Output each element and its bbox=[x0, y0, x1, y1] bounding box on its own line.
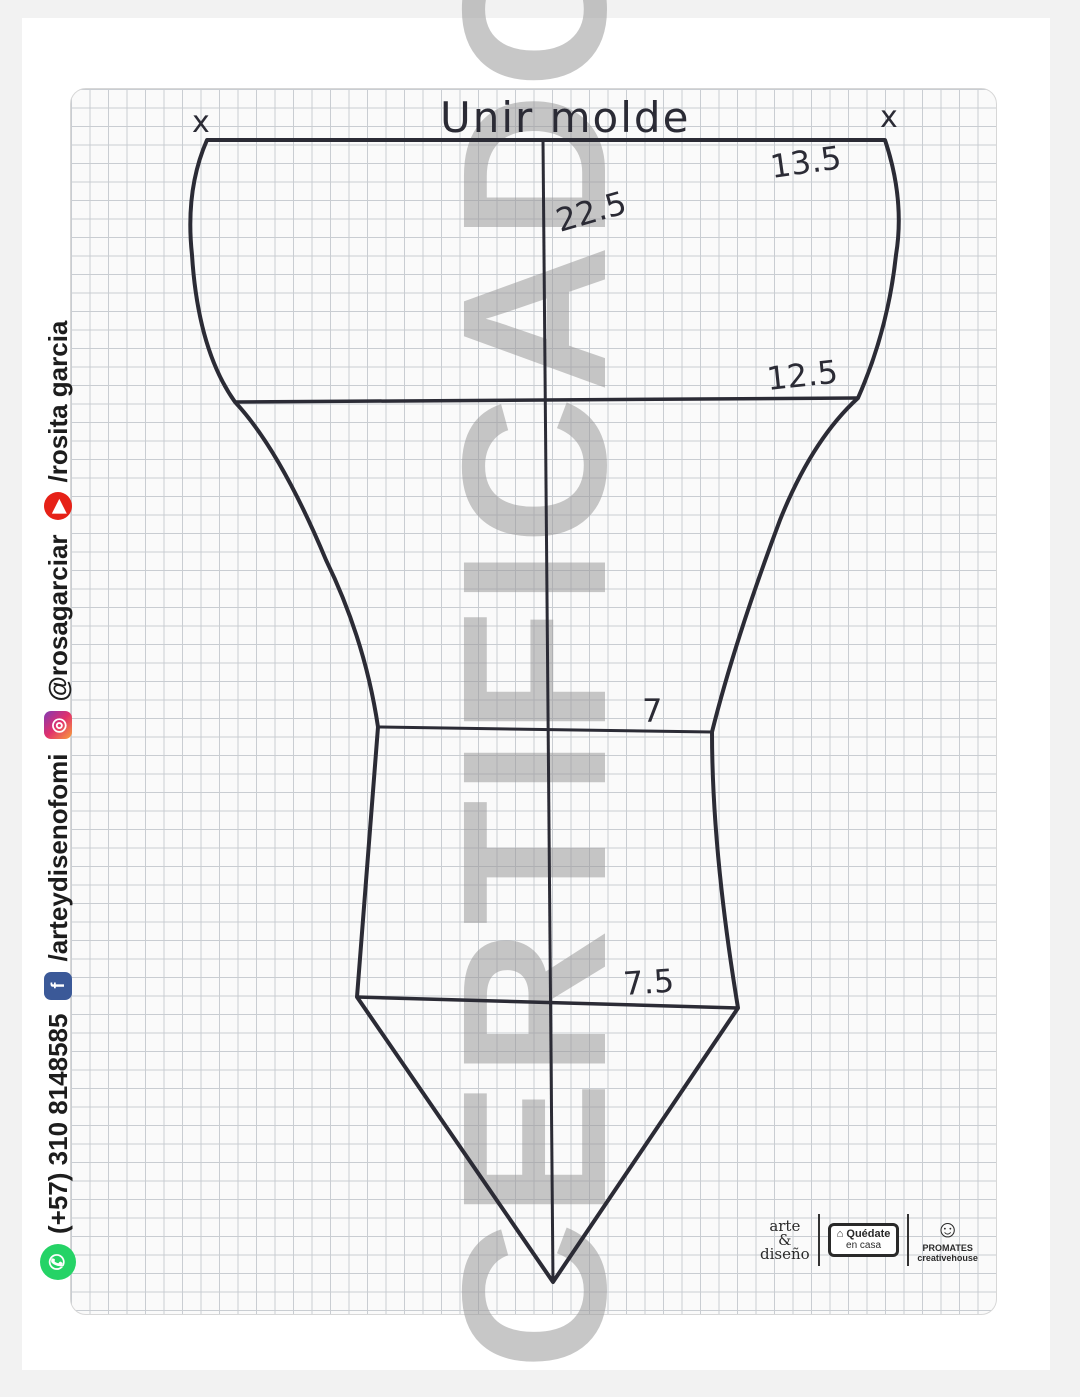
contact-facebook[interactable]: f /arteydisenofomi bbox=[42, 753, 74, 1000]
home-title: Quédate bbox=[846, 1228, 891, 1240]
whatsapp-icon: ✆ bbox=[40, 1244, 76, 1280]
measure-upper-waist: 12.5 bbox=[765, 353, 840, 398]
graph-paper-grid bbox=[70, 88, 997, 1315]
monkey-face-icon: ☺ bbox=[935, 1216, 960, 1243]
contact-strip: ✆ (+57) 310 8148585 f /arteydisenofomi ◎… bbox=[0, 0, 80, 1397]
logo-divider bbox=[817, 1214, 820, 1266]
measure-mid: 7 bbox=[642, 692, 662, 730]
corner-mark-left: x bbox=[192, 105, 210, 140]
promates-title: PROMATES bbox=[922, 1243, 973, 1253]
brand-logos: arte & diseño ⌂ Quédate en casa ☺ PROMAT… bbox=[760, 1200, 995, 1280]
facebook-text: /arteydisenofomi bbox=[42, 753, 73, 962]
lower-line bbox=[356, 995, 739, 1010]
measure-lower: 7.5 bbox=[622, 962, 675, 1003]
logo-arte-diseno: arte & diseño bbox=[760, 1217, 810, 1263]
contact-instagram[interactable]: ◎ @rosagarciar bbox=[42, 534, 74, 740]
logo-arte-amp: & bbox=[778, 1231, 792, 1249]
logo-divider-2 bbox=[907, 1214, 910, 1266]
logo-arte-word: arte bbox=[769, 1217, 801, 1235]
contact-phone[interactable]: ✆ (+57) 310 8148585 bbox=[40, 1014, 76, 1280]
home-badge: ⌂ Quédate en casa bbox=[827, 1223, 900, 1257]
phone-text: (+57) 310 8148585 bbox=[42, 1013, 73, 1234]
mid-line bbox=[377, 725, 713, 734]
measure-top: 13.5 bbox=[768, 138, 844, 186]
title-label: Unir molde bbox=[440, 93, 690, 142]
center-line bbox=[541, 139, 555, 1283]
contact-line: ✆ (+57) 310 8148585 f /arteydisenofomi ◎… bbox=[40, 321, 76, 1280]
home-icon: ⌂ bbox=[836, 1228, 844, 1240]
logo-quedate-en-casa: ⌂ Quédate en casa bbox=[827, 1223, 900, 1257]
instagram-icon: ◎ bbox=[44, 711, 72, 740]
logo-promates: ☺ PROMATES creativehouse bbox=[917, 1216, 978, 1264]
facebook-icon: f bbox=[44, 971, 72, 1000]
youtube-icon: ▶ bbox=[44, 492, 72, 521]
pattern-outline bbox=[188, 138, 901, 1284]
corner-mark-right: x bbox=[880, 100, 898, 135]
contact-youtube[interactable]: ▶ /rosita garcia bbox=[43, 321, 74, 521]
home-subtitle: en casa bbox=[846, 1240, 882, 1251]
upper-waist-line bbox=[234, 396, 859, 404]
logo-arte-diseno-word: diseño bbox=[760, 1245, 810, 1263]
promates-subtitle: creativehouse bbox=[917, 1253, 978, 1263]
youtube-text: /rosita garcia bbox=[42, 320, 73, 483]
instagram-text: @rosagarciar bbox=[42, 534, 73, 702]
